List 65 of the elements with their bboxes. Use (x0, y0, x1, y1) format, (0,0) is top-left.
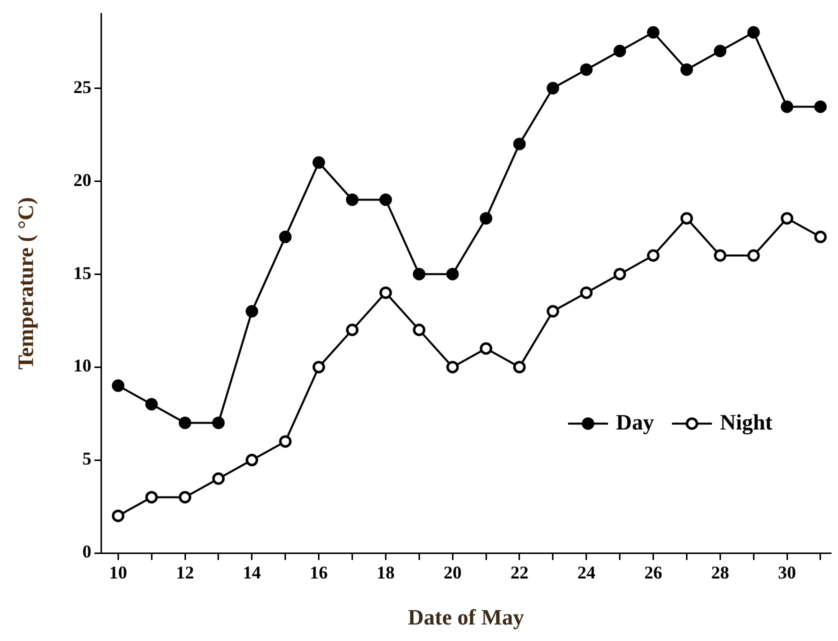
point (780, 100, 794, 114)
point (412, 268, 426, 280)
x-tick-label: 14 (242, 562, 261, 582)
point (780, 212, 794, 225)
y-tick-label: 0 (82, 542, 92, 562)
point (112, 510, 124, 522)
point (546, 82, 560, 94)
point (513, 138, 526, 150)
y-tick-label: 20 (73, 170, 92, 190)
x-tick-label: 22 (510, 562, 528, 582)
point (379, 286, 392, 299)
point (246, 454, 258, 466)
point (714, 44, 726, 58)
y-tick-label: 25 (73, 76, 92, 97)
point (279, 435, 292, 448)
point (480, 342, 492, 355)
point (680, 63, 693, 76)
point (546, 305, 560, 318)
point (178, 416, 192, 430)
point (346, 324, 358, 336)
point (145, 398, 158, 411)
point (814, 230, 827, 244)
point (614, 44, 626, 58)
x-tick-label: 10 (109, 562, 128, 582)
x-tick-label: 30 (778, 562, 796, 582)
x-tick-label: 16 (310, 562, 328, 582)
point (178, 490, 192, 504)
point (145, 490, 158, 504)
point (646, 26, 660, 39)
x-tick-label: 26 (644, 562, 662, 582)
x-tick-label: 12 (176, 562, 194, 582)
point (379, 193, 392, 206)
x-tick-label: 18 (376, 562, 395, 582)
point (446, 360, 459, 374)
point (212, 472, 225, 485)
point (513, 360, 526, 374)
x-tick-label: 24 (577, 562, 596, 582)
point (747, 26, 760, 39)
point (480, 212, 492, 225)
point (412, 324, 426, 336)
x-tick-label: 20 (444, 562, 462, 582)
point (747, 249, 760, 262)
point (246, 305, 258, 318)
y-tick-label: 15 (73, 262, 92, 283)
x-axis-title: Date of May (408, 604, 524, 630)
point (580, 63, 593, 76)
point (312, 360, 326, 374)
point (312, 156, 326, 169)
point (112, 379, 124, 392)
point (714, 249, 726, 262)
point (646, 249, 660, 262)
point (279, 230, 292, 244)
x-tick-label: 28 (711, 562, 730, 582)
legend-label: Night (720, 409, 774, 434)
legend-label: Day (616, 409, 654, 434)
point (680, 212, 693, 225)
y-tick-label: 10 (73, 356, 92, 376)
point (346, 193, 358, 206)
point (212, 416, 225, 430)
y-tick-label: 5 (82, 448, 92, 469)
point (814, 100, 827, 114)
point (580, 286, 593, 299)
point (614, 268, 626, 280)
point (446, 268, 459, 280)
y-axis-title: Temperature ( °C) (12, 197, 38, 370)
